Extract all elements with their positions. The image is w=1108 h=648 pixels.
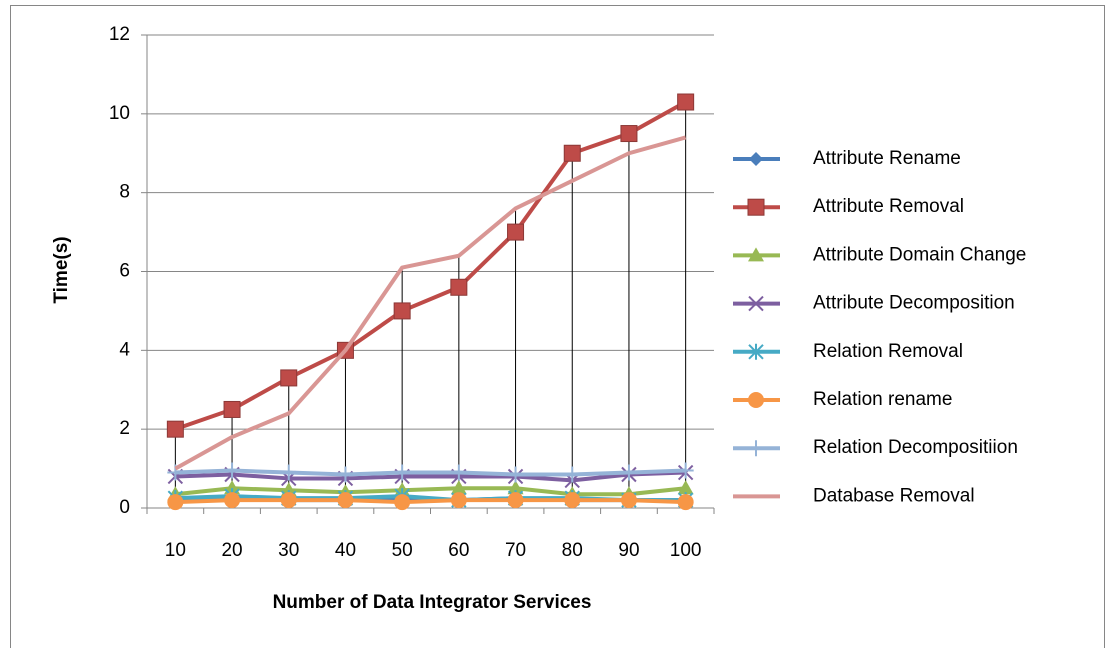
data-point	[563, 144, 581, 162]
data-point	[280, 464, 297, 481]
data-point	[677, 462, 694, 479]
data-point	[394, 464, 411, 481]
legend-label: Attribute Removal	[813, 196, 964, 217]
data-point	[337, 466, 354, 483]
legend-label: Relation Removal	[813, 341, 963, 362]
legend-label: Attribute Decomposition	[813, 293, 1015, 314]
data-point	[224, 492, 241, 509]
data-point	[450, 278, 468, 296]
legend-label: Relation Decompositiion	[813, 437, 1018, 458]
data-point	[564, 492, 581, 509]
legend-marker	[748, 295, 764, 312]
legend-marker	[748, 392, 764, 408]
x-tick-label: 90	[618, 540, 639, 561]
legend-marker	[748, 343, 764, 360]
data-point	[450, 480, 467, 495]
y-tick-label: 2	[119, 418, 130, 439]
data-point	[507, 492, 524, 509]
legend-label: Attribute Domain Change	[813, 244, 1026, 265]
data-point	[223, 400, 241, 418]
x-tick-label: 100	[670, 540, 702, 561]
x-axis-label: Number of Data Integrator Services	[273, 592, 592, 613]
data-point	[393, 302, 411, 320]
data-point	[450, 464, 467, 481]
legend-marker	[749, 152, 763, 166]
data-point	[564, 466, 581, 483]
legend-label: Relation rename	[813, 389, 952, 410]
x-tick-label: 20	[221, 540, 242, 561]
data-point	[620, 125, 638, 143]
data-point	[280, 369, 298, 387]
data-point	[507, 466, 524, 483]
data-point	[280, 492, 297, 509]
data-point	[677, 480, 694, 495]
legend-marker	[748, 440, 764, 457]
x-tick-label: 50	[392, 540, 413, 561]
y-axis-label: Time(s)	[51, 236, 72, 303]
x-tick-label: 60	[448, 540, 469, 561]
series-line	[175, 470, 686, 483]
legend-marker	[747, 198, 765, 216]
data-point	[620, 464, 637, 481]
series-line	[174, 100, 687, 432]
x-tick-label: 10	[165, 540, 186, 561]
data-point	[620, 492, 637, 509]
legend-label: Database Removal	[813, 485, 975, 506]
chart-frame	[10, 5, 1105, 648]
legend-marker	[748, 247, 764, 262]
y-tick-label: 6	[119, 261, 130, 282]
data-point	[507, 480, 524, 495]
series-line	[175, 468, 686, 477]
x-tick-label: 40	[335, 540, 356, 561]
y-tick-label: 12	[109, 24, 130, 45]
data-point	[337, 492, 354, 509]
data-point	[677, 93, 695, 111]
x-tick-label: 30	[278, 540, 299, 561]
x-tick-label: 80	[562, 540, 583, 561]
series-line	[175, 498, 686, 505]
x-tick-label: 70	[505, 540, 526, 561]
y-tick-label: 0	[119, 497, 130, 518]
y-tick-label: 10	[109, 103, 130, 124]
legend-label: Attribute Rename	[813, 148, 961, 169]
data-point	[224, 462, 241, 479]
data-point	[450, 492, 467, 509]
y-tick-label: 4	[119, 339, 130, 360]
data-point	[677, 494, 694, 511]
data-point	[507, 223, 525, 241]
series-line	[174, 135, 687, 471]
y-tick-label: 8	[119, 182, 130, 203]
data-point	[166, 420, 184, 438]
data-point	[394, 494, 411, 511]
series-line	[175, 486, 686, 497]
data-point	[167, 494, 184, 511]
